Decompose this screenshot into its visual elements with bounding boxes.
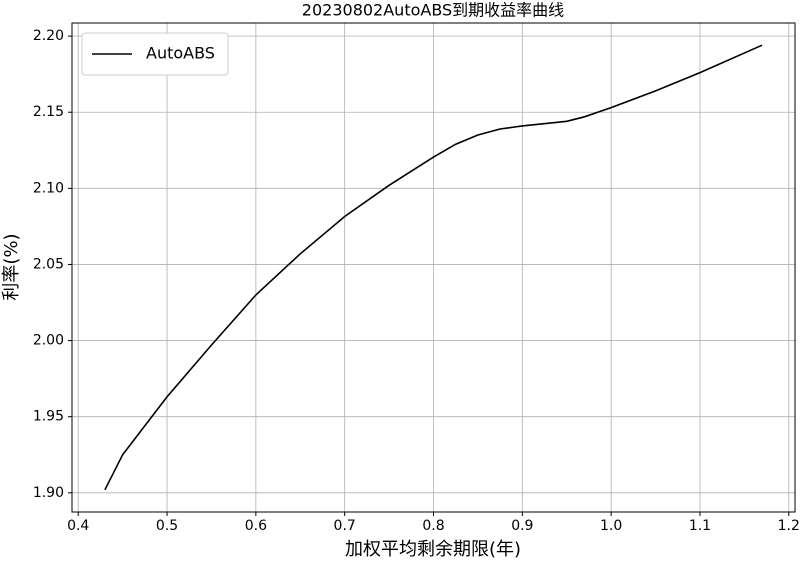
x-tick-label: 0.9 (511, 518, 533, 534)
plot-frame (71, 22, 796, 513)
x-tick-label: 0.4 (67, 518, 89, 534)
x-tick-label: 1.1 (689, 518, 711, 534)
x-tick-label: 1.2 (778, 518, 800, 534)
y-axis-label: 利率(%) (1, 233, 22, 300)
y-tick-label: 2.20 (33, 28, 64, 44)
x-tick-label: 0.7 (334, 518, 356, 534)
x-tick-label: 0.5 (156, 518, 178, 534)
x-tick-label: 1.0 (600, 518, 622, 534)
y-tick-label: 2.15 (33, 104, 64, 120)
legend-label: AutoABS (146, 44, 215, 63)
y-tick-label: 2.10 (33, 180, 64, 196)
legend-box (81, 32, 229, 76)
x-axis-label: 加权平均剩余期限(年) (345, 539, 521, 560)
y-tick-label: 1.95 (33, 409, 64, 425)
y-tick-label: 2.05 (33, 256, 64, 272)
x-tick-label: 0.8 (422, 518, 444, 534)
y-tick-label: 2.00 (33, 333, 64, 349)
line-series (104, 44, 763, 491)
y-tick-label: 1.90 (33, 485, 64, 501)
chart-title: 20230802AutoABS到期收益率曲线 (302, 1, 564, 20)
x-tick-label: 0.6 (245, 518, 267, 534)
